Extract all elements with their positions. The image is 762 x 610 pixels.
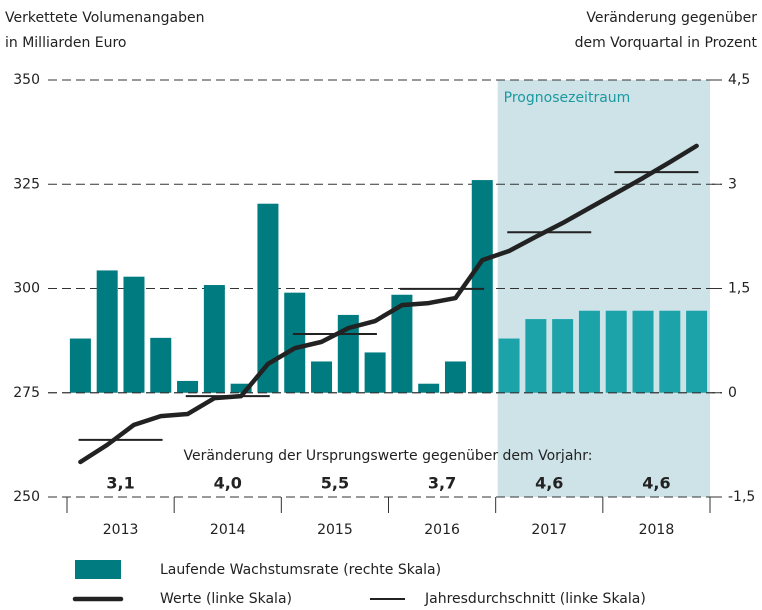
annual-change-value: 4,6 (535, 474, 563, 493)
y2-label: dem Vorquartal in Prozent (575, 35, 758, 51)
annual-change-value: 3,1 (106, 474, 134, 493)
bar (605, 310, 627, 393)
legend-label: Jahresdurchschnitt (linke Skala) (424, 591, 646, 607)
annual-change-value: 4,0 (214, 474, 242, 493)
forecast-region (497, 80, 710, 497)
bar (471, 180, 493, 393)
bar (203, 285, 225, 393)
bar (284, 292, 306, 393)
bar (391, 294, 413, 393)
bar (498, 338, 520, 393)
y-label: in Milliarden Euro (5, 35, 127, 51)
bar (444, 361, 466, 393)
legend-label: Werte (linke Skala) (160, 591, 292, 607)
bar (632, 310, 654, 393)
bar (552, 319, 574, 393)
bar (311, 361, 333, 393)
y2-tick-label: 1,5 (728, 281, 750, 297)
y2-tick-label: 4,5 (728, 72, 750, 88)
annual-change-value: 3,7 (428, 474, 456, 493)
forecast-label: Prognosezeitraum (504, 90, 631, 106)
bar (257, 203, 279, 393)
bar (578, 310, 600, 393)
x-tick-label: 2016 (424, 522, 460, 538)
y-tick-label: 275 (13, 385, 40, 401)
annual-change-value: 5,5 (321, 474, 349, 493)
bar (364, 352, 386, 393)
y-tick-label: 325 (13, 176, 40, 192)
y2-tick-label: -1,5 (728, 489, 755, 505)
y-tick-label: 250 (13, 489, 40, 505)
annual-change-title: Veränderung der Ursprungswerte gegenüber… (183, 448, 592, 464)
line (78, 143, 699, 465)
bar (686, 310, 708, 393)
bar (659, 310, 681, 393)
bar (525, 319, 547, 393)
annual-change-value: 4,6 (642, 474, 670, 493)
legend-swatch (75, 560, 121, 579)
bar (230, 383, 252, 393)
bar (150, 337, 172, 393)
y2-tick-label: 0 (728, 385, 737, 401)
y2-tick-label: 3 (728, 176, 737, 192)
x-tick-label: 2017 (531, 522, 567, 538)
x-tick-label: 2018 (639, 522, 675, 538)
x-tick-label: 2015 (317, 522, 353, 538)
x-tick-label: 2014 (210, 522, 246, 538)
bar (96, 270, 118, 393)
y-tick-label: 300 (13, 281, 40, 297)
bar (69, 338, 91, 393)
y-label: Verkettete Volumenangaben (5, 10, 204, 26)
bar (177, 380, 199, 393)
bar (123, 276, 145, 393)
y-tick-label: 350 (13, 72, 40, 88)
x-tick-label: 2013 (103, 522, 139, 538)
y2-label: Veränderung gegenüber (586, 10, 757, 26)
bar (418, 383, 440, 393)
legend-label: Laufende Wachstumsrate (rechte Skala) (160, 562, 441, 578)
